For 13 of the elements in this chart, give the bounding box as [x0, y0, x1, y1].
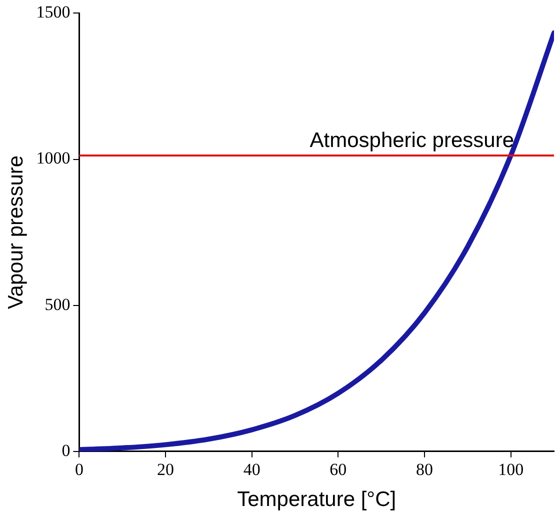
x-tick-label: 0: [74, 460, 84, 480]
y-tick-label: 1000: [36, 148, 70, 168]
y-tick-label: 500: [44, 294, 70, 314]
x-tick-label: 80: [416, 460, 434, 480]
ref-line-label: Atmospheric pressure: [310, 128, 514, 152]
y-tick-label: 0: [62, 440, 70, 460]
x-tick-label: 60: [330, 460, 347, 480]
x-tick-label: 100: [498, 460, 524, 480]
y-tick-label: 1500: [36, 2, 70, 22]
x-tick-label: 40: [243, 460, 260, 480]
x-axis-title: Temperature [°C]: [237, 488, 396, 512]
y-axis-title: Vapour pressure: [4, 155, 28, 310]
x-tick-label: 20: [157, 460, 174, 480]
